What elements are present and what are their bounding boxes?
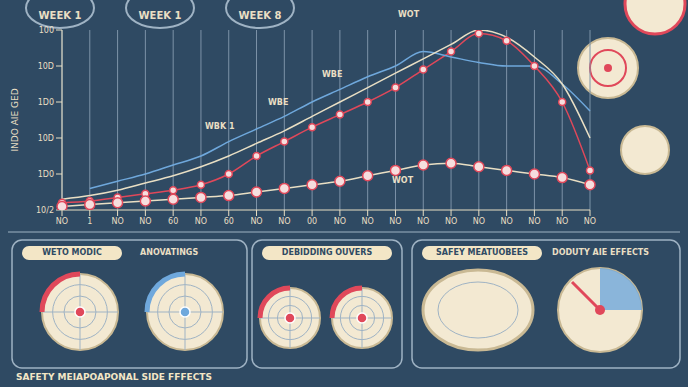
svg-text:NO: NO [334,217,346,226]
html-text:DEBIDDING OUVERS: DEBIDDING OUVERS [281,248,373,257]
svg-text:100: 100 [39,26,54,35]
svg-text:10D: 10D [38,134,54,143]
html-text:WEEK 1: WEEK 1 [38,10,82,21]
svg-text:00: 00 [307,217,317,226]
svg-text:INDO AIE GED: INDO AIE GED [10,88,20,151]
svg-text:NO: NO [417,217,429,226]
svg-text:NO: NO [139,217,151,226]
html-text:SAFEY MEATUOBEES: SAFEY MEATUOBEES [436,248,528,257]
svg-text:1D0: 1D0 [38,98,54,107]
svg-text:60: 60 [224,217,234,226]
html-text:WEEK 8: WEEK 8 [238,10,282,21]
svg-text:NO: NO [556,217,568,226]
svg-text:1D0: 1D0 [38,170,54,179]
html-text:WOT: WOT [392,176,414,185]
svg-text:NO: NO [278,217,290,226]
html-text:WBK 1: WBK 1 [205,122,235,131]
svg-text:NO: NO [528,217,540,226]
svg-text:10/2: 10/2 [36,206,54,215]
svg-text:NO: NO [473,217,485,226]
svg-text:NO: NO [500,217,512,226]
svg-text:NO: NO [584,217,596,226]
svg-text:NO: NO [111,217,123,226]
html-text:WETO MODIC: WETO MODIC [42,248,102,257]
html-text:WBE: WBE [322,70,343,79]
html-text:WOT: WOT [398,10,420,19]
svg-text:NO: NO [56,217,68,226]
html-text:WEEK 1: WEEK 1 [138,10,182,21]
html-text:SAFETY MEIAPOAPONAL SIDE FFFEC: SAFETY MEIAPOAPONAL SIDE FFFECTS [16,372,212,382]
svg-text:NO: NO [445,217,457,226]
svg-text:NO: NO [389,217,401,226]
svg-text:NO: NO [250,217,262,226]
svg-text:10D: 10D [38,62,54,71]
svg-text:NO: NO [362,217,374,226]
svg-text:1: 1 [87,217,92,226]
html-text:DODUTY AIE EFFECTS: DODUTY AIE EFFECTS [552,248,649,257]
html-text:WBE: WBE [268,98,289,107]
svg-text:NO: NO [195,217,207,226]
svg-text:60: 60 [168,217,178,226]
html-text:ANOVATINGS: ANOVATINGS [140,248,199,257]
